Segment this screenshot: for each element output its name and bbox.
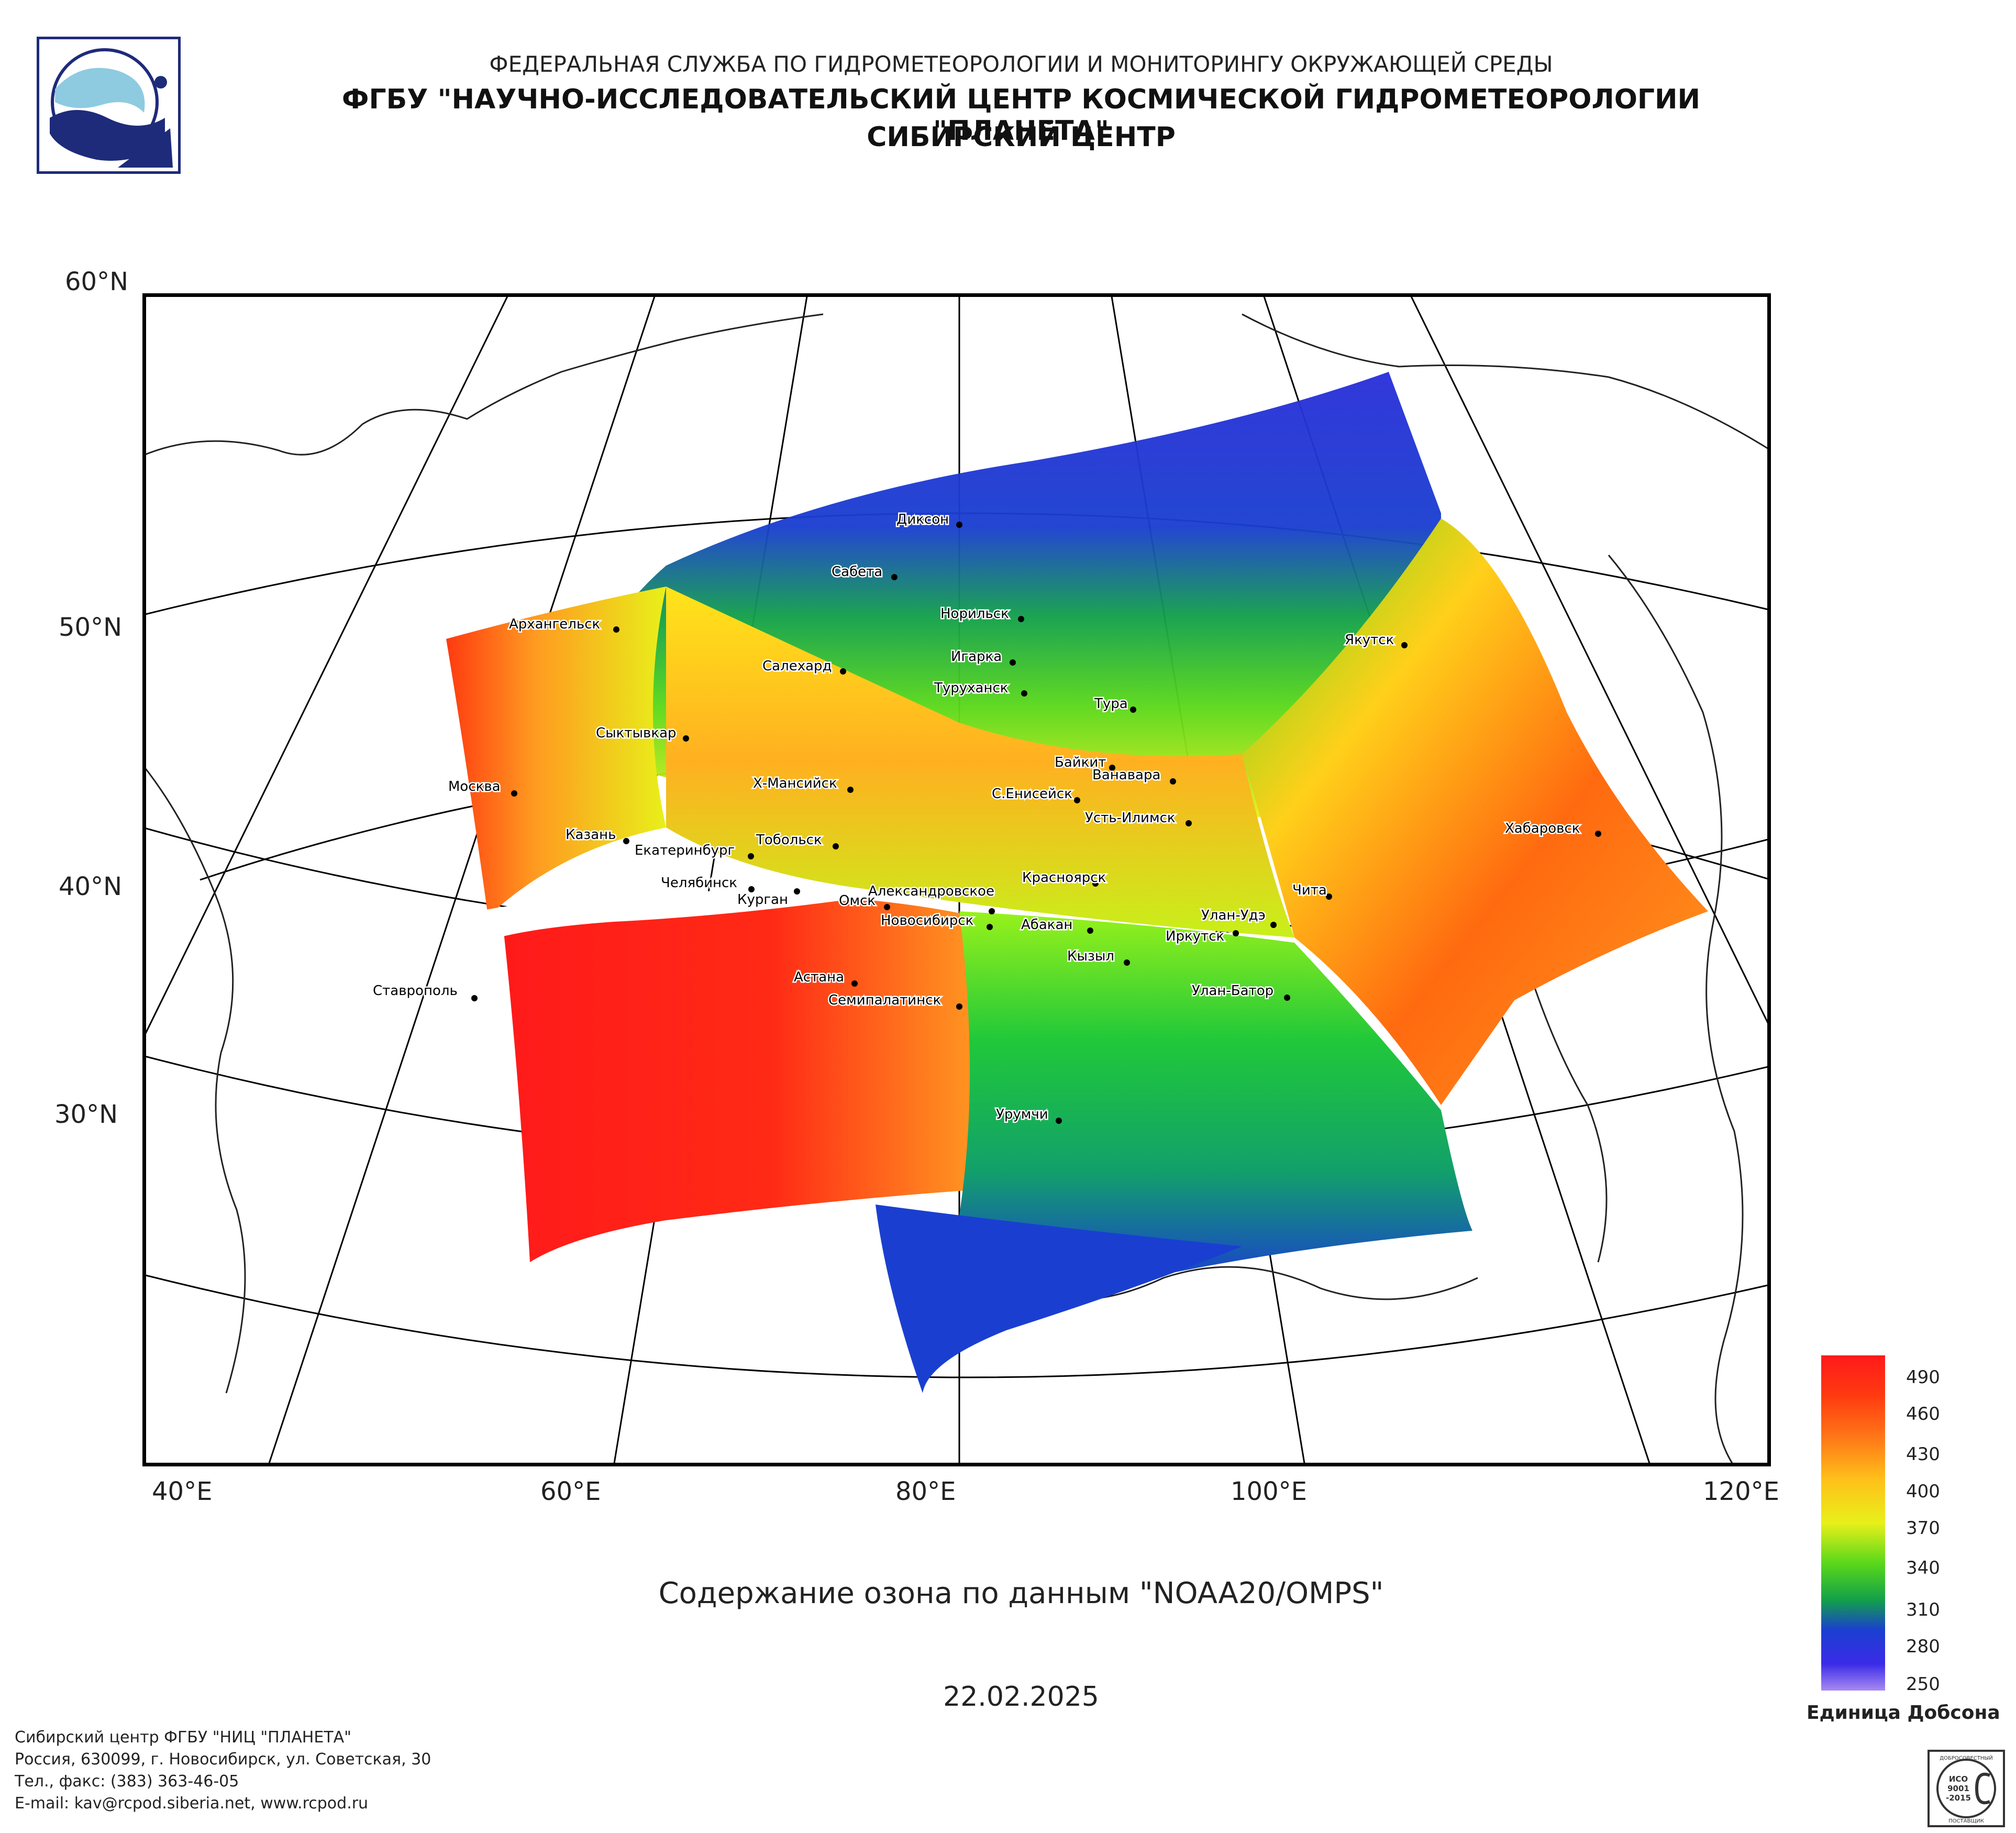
footer-line: Россия, 630099, г. Новосибирск, ул. Сове… (15, 1750, 431, 1769)
city-label: Москва (448, 779, 501, 794)
city-label: Х-Мансийск (753, 776, 837, 791)
city-label: Улан-Батор (1192, 983, 1273, 999)
city-label: Сабета (832, 564, 882, 580)
city-label: Байкит (1055, 755, 1106, 770)
city-label: Якутск (1345, 632, 1394, 648)
city-label: Челябинск (661, 875, 737, 891)
city-label: Улан-Удэ (1201, 908, 1266, 923)
city-label: Абакан (1021, 917, 1072, 933)
footer-line: Сибирский центр ФГБУ "НИЦ "ПЛАНЕТА" (15, 1728, 351, 1747)
city-label: Александровское (868, 884, 994, 899)
city-labels: Диксон Сабета Норильск Игарка Туруханск … (372, 511, 1581, 1124)
city-label: Иркутск (1166, 929, 1224, 944)
city-label: Екатеринбург (635, 843, 735, 858)
header-institute: ФГБУ "НАУЧНО-ИССЛЕДОВАТЕЛЬСКИЙ ЦЕНТР КОС… (341, 84, 1701, 147)
ozone-swaths (446, 372, 1708, 1393)
legend-tick: 280 (1906, 1636, 1940, 1657)
lon-label: 120°E (1703, 1477, 1779, 1506)
city-label: Чита (1292, 882, 1327, 898)
legend-tick: 460 (1906, 1404, 1940, 1425)
city-label: Ставрополь (373, 983, 458, 999)
color-scale-bar (1821, 1355, 1885, 1691)
legend-tick: 250 (1906, 1674, 1940, 1695)
iso-badge: ДОБРОСОВЕСТНЫЙ ИСО 9001 -2015 ПОСТАВЩИК (1928, 1750, 2005, 1827)
city-label: Сыктывкар (596, 725, 677, 741)
city-label: Архангельск (509, 616, 600, 632)
lat-label: 50°N (59, 613, 122, 642)
city-dots (471, 522, 1601, 1124)
city-label: Игарка (951, 649, 1002, 665)
city-label: Курган (737, 892, 788, 908)
legend-tick: 430 (1906, 1444, 1940, 1465)
lon-label: 40°E (152, 1477, 213, 1506)
iso-badge-line: ИСО (1949, 1774, 1968, 1784)
legend-tick: 490 (1906, 1367, 1940, 1388)
city-label: Норильск (940, 606, 1009, 622)
iso-badge-line: 9001 (1947, 1784, 1969, 1793)
header-center: СИБИРСКИЙ ЦЕНТР (867, 122, 1176, 153)
iso-badge-bottom: ПОСТАВЩИК (1948, 1818, 1984, 1824)
footer-email: E-mail: kav@rcpod.siberia.net, www.rcpod… (15, 1794, 369, 1813)
lat-label: 60°N (65, 267, 128, 296)
city-label: Казань (566, 827, 616, 843)
city-label: Салехард (762, 658, 832, 674)
planeta-logo (37, 37, 181, 174)
legend-tick: 370 (1906, 1518, 1940, 1539)
ozone-map-svg: Диксон Сабета Норильск Игарка Туруханск … (142, 293, 1771, 1466)
lon-label: 80°E (895, 1477, 956, 1506)
lon-label: 100°E (1231, 1477, 1307, 1506)
legend-tick: 400 (1906, 1481, 1940, 1502)
lon-label: 60°E (540, 1477, 601, 1506)
product-date: 22.02.2025 (943, 1681, 1099, 1713)
city-label: Красноярск (1022, 870, 1106, 886)
city-label: Тобольск (756, 832, 822, 848)
header-agency: ФЕДЕРАЛЬНАЯ СЛУЖБА ПО ГИДРОМЕТЕОРОЛОГИИ … (489, 51, 1553, 77)
city-label: Тура (1094, 696, 1128, 712)
city-label: Омск (839, 893, 876, 909)
city-label: Ванавара (1092, 767, 1160, 783)
city-label: Семипалатинск (828, 992, 941, 1008)
legend-unit: Единица Добсона (1807, 1702, 2000, 1724)
lat-label: 30°N (54, 1100, 118, 1129)
city-label: Новосибирск (881, 913, 973, 929)
city-label: Кызыл (1067, 948, 1114, 964)
ozone-map: Диксон Сабета Норильск Игарка Туруханск … (142, 293, 1771, 1466)
city-label: Хабаровск (1505, 821, 1580, 836)
city-label: Диксон (896, 512, 949, 527)
iso-badge-line: -2015 (1946, 1793, 1971, 1803)
city-label: Астана (794, 969, 844, 985)
legend-tick: 310 (1906, 1599, 1940, 1620)
legend-tick: 340 (1906, 1558, 1940, 1578)
city-label: Урумчи (996, 1107, 1048, 1122)
footer-line: Тел., факс: (383) 363-46-05 (15, 1772, 239, 1791)
product-title: Содержание озона по данным "NOAA20/OMPS" (658, 1576, 1384, 1610)
city-label: Усть-Илимск (1085, 810, 1176, 826)
city-label: Туруханск (934, 680, 1008, 696)
lat-label: 40°N (59, 872, 122, 901)
planeta-logo-graphic (50, 48, 173, 168)
iso-badge-top: ДОБРОСОВЕСТНЫЙ (1940, 1754, 1992, 1761)
city-label: С.Енисейск (992, 786, 1072, 802)
